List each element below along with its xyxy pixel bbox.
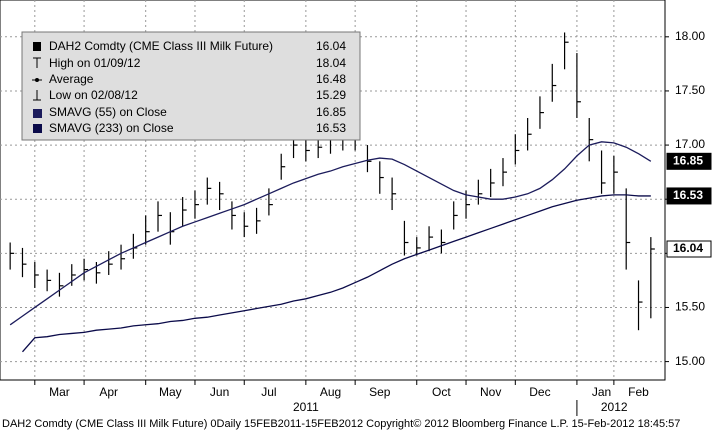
legend-icon [33, 42, 41, 51]
x-tick-label: Nov [480, 385, 501, 399]
x-tick-label: Apr [99, 385, 118, 399]
legend-icon [33, 57, 41, 68]
legend-label: SMAVG (55) on Close [49, 105, 167, 119]
legend-icon [33, 109, 42, 118]
legend-label: SMAVG (233) on Close [49, 121, 174, 135]
x-group-label: 2011 [293, 400, 319, 414]
x-tick-label: May [159, 385, 182, 399]
x-group-label: 2012 [601, 400, 628, 414]
legend-value: 16.48 [316, 72, 346, 86]
ma-line [21, 194, 651, 353]
x-tick-label: Sep [369, 385, 391, 399]
legend-label: Low on 02/08/12 [49, 88, 138, 102]
legend: DAH2 Comdty (CME Class III Milk Future) … [21, 31, 361, 141]
value-box-label: 16.53 [673, 188, 703, 202]
x-tick-label: Dec [529, 385, 550, 399]
legend-icon [33, 90, 41, 101]
value-box [666, 240, 712, 258]
legend-label: DAH2 Comdty (CME Class III Milk Future) [49, 39, 273, 53]
x-tick-label: Mar [49, 385, 70, 399]
x-tick-label: Feb [628, 385, 649, 399]
ma-line [9, 141, 652, 326]
value-box [666, 187, 712, 205]
legend-label: High on 01/09/12 [49, 56, 141, 70]
y-tick-label: 15.50 [675, 300, 705, 314]
legend-box [21, 31, 361, 141]
legend-value: 15.29 [316, 88, 346, 102]
x-tick-label: Oct [432, 385, 451, 399]
legend-icon [33, 124, 42, 133]
x-tick-label: Jan [592, 385, 611, 399]
legend-value: 18.04 [316, 56, 346, 70]
x-tick-label: Jul [261, 385, 276, 399]
y-tick-label: 17.00 [675, 137, 705, 151]
y-tick-label: 17.50 [675, 83, 705, 97]
legend-value: 16.53 [316, 121, 346, 135]
value-box-label: 16.85 [673, 153, 703, 167]
legend-value: 16.85 [316, 105, 346, 119]
x-tick-label: Jun [210, 385, 229, 399]
legend-label: Average [49, 72, 94, 86]
y-tick-label: 18.00 [675, 29, 705, 43]
legend-value: 16.04 [316, 39, 346, 53]
y-tick-label: 15.00 [675, 354, 705, 368]
legend-icon [35, 78, 39, 82]
footer: DAH2 Comdty (CME Class III Milk Future) … [2, 418, 680, 430]
x-tick-label: Aug [320, 385, 341, 399]
value-box-label: 16.04 [673, 241, 703, 255]
value-box [666, 152, 712, 170]
